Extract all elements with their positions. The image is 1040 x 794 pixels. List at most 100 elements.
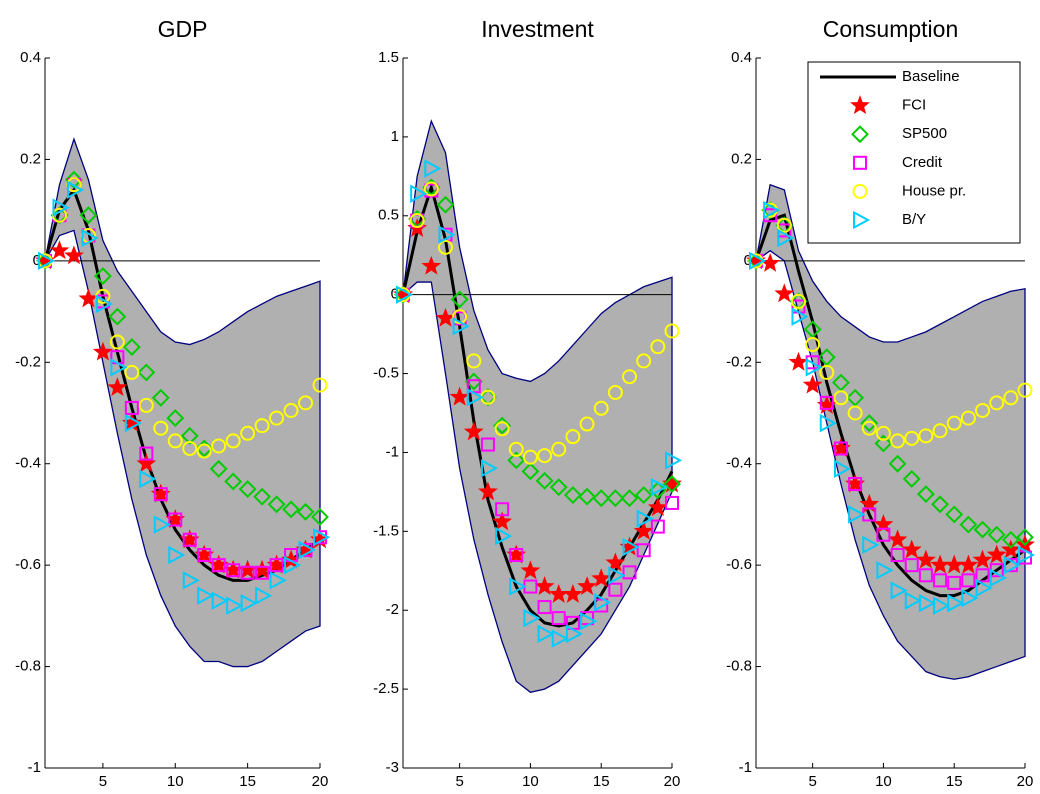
- marker-diamond: [563, 486, 582, 504]
- marker-circle: [437, 239, 453, 255]
- legend-box: [807, 61, 1021, 244]
- marker-diamond: [137, 363, 156, 382]
- marker-triangle: [509, 577, 527, 596]
- marker-star: [520, 560, 541, 580]
- marker-triangle: [933, 596, 951, 615]
- marker-diamond: [620, 489, 639, 508]
- marker-diamond: [851, 125, 869, 144]
- marker-diamond: [151, 388, 170, 407]
- marker-triangle: [777, 228, 795, 248]
- marker-square: [650, 519, 665, 534]
- marker-circle: [522, 449, 538, 465]
- marker-diamond: [902, 470, 921, 488]
- marker-diamond: [578, 487, 596, 506]
- marker-square: [853, 155, 867, 170]
- marker-triangle: [255, 586, 273, 605]
- marker-triangle: [537, 624, 555, 644]
- marker-square: [240, 565, 255, 580]
- marker-diamond: [549, 478, 568, 497]
- y-tick-label: -1: [28, 759, 41, 776]
- marker-circle: [1017, 382, 1033, 398]
- marker-triangle: [848, 505, 866, 524]
- marker-triangle: [466, 388, 484, 407]
- marker-square: [876, 527, 891, 542]
- marker-diamond: [592, 489, 611, 508]
- marker-circle: [466, 353, 482, 369]
- marker-star: [49, 240, 70, 260]
- marker-triangle: [182, 571, 200, 590]
- marker-diamond: [238, 480, 257, 498]
- marker-triangle: [608, 566, 626, 585]
- marker-star: [788, 351, 809, 371]
- marker-square: [139, 446, 154, 461]
- x-tick-label: 10: [522, 773, 539, 790]
- marker-diamond: [311, 508, 329, 526]
- marker-circle: [847, 405, 863, 421]
- marker-diamond: [93, 267, 112, 285]
- marker-circle: [636, 353, 652, 369]
- legend-label: Baseline: [902, 68, 960, 85]
- marker-star: [136, 453, 157, 473]
- marker-circle: [225, 433, 241, 449]
- marker-circle: [819, 364, 835, 380]
- marker-square: [269, 558, 284, 573]
- marker-square: [975, 568, 990, 583]
- marker-circle: [975, 402, 991, 418]
- y-tick-label: 0.5: [378, 207, 399, 224]
- legend-label: SP500: [902, 125, 947, 142]
- marker-diamond: [108, 307, 127, 326]
- marker-star: [577, 576, 597, 595]
- marker-triangle: [211, 591, 229, 610]
- marker-star: [1000, 539, 1021, 559]
- marker-diamond: [606, 489, 625, 508]
- marker-diamond: [931, 495, 949, 514]
- y-tick-label: -1: [386, 443, 399, 460]
- marker-square: [480, 437, 495, 452]
- marker-triangle: [862, 535, 880, 555]
- y-tick-label: 1: [391, 128, 399, 145]
- marker-circle: [776, 217, 792, 233]
- y-tick-label: -1: [739, 759, 752, 776]
- legend-label: House pr.: [902, 182, 966, 199]
- marker-circle: [254, 418, 270, 434]
- marker-star: [107, 377, 128, 397]
- marker-triangle: [284, 555, 302, 575]
- marker-circle: [508, 441, 524, 457]
- marker-triangle: [139, 469, 157, 489]
- marker-star: [435, 307, 456, 327]
- marker-triangle: [81, 228, 99, 248]
- marker-star: [647, 497, 668, 517]
- marker-triangle: [240, 594, 258, 613]
- marker-circle: [312, 377, 328, 393]
- marker-circle: [852, 183, 868, 199]
- marker-diamond: [535, 471, 554, 490]
- chart-title: GDP: [158, 16, 208, 42]
- marker-star: [901, 539, 922, 559]
- marker-triangle: [523, 608, 541, 628]
- x-tick-label: 20: [312, 773, 329, 790]
- marker-square: [933, 573, 948, 588]
- marker-triangle: [975, 578, 993, 598]
- y-tick-label: -0.2: [726, 353, 752, 370]
- y-tick-label: -0.2: [15, 353, 41, 370]
- y-tick-label: -0.8: [15, 658, 41, 675]
- x-tick-label: 20: [664, 773, 681, 790]
- legend-label: B/Y: [902, 211, 926, 228]
- y-tick-label: -2: [386, 601, 399, 618]
- marker-circle: [833, 390, 849, 406]
- marker-circle: [622, 369, 638, 385]
- marker-triangle: [1018, 545, 1036, 565]
- marker-circle: [240, 425, 256, 441]
- marker-circle: [109, 334, 125, 350]
- marker-star: [972, 549, 993, 569]
- y-tick-label: -1.5: [373, 522, 399, 539]
- marker-star: [534, 576, 555, 595]
- marker-star: [774, 283, 795, 303]
- marker-triangle: [819, 413, 837, 433]
- y-tick-label: -0.5: [373, 365, 399, 382]
- marker-triangle: [622, 537, 640, 557]
- confidence-band: [44, 137, 321, 668]
- marker-circle: [423, 181, 439, 197]
- marker-triangle: [1003, 555, 1021, 575]
- marker-triangle: [853, 210, 871, 230]
